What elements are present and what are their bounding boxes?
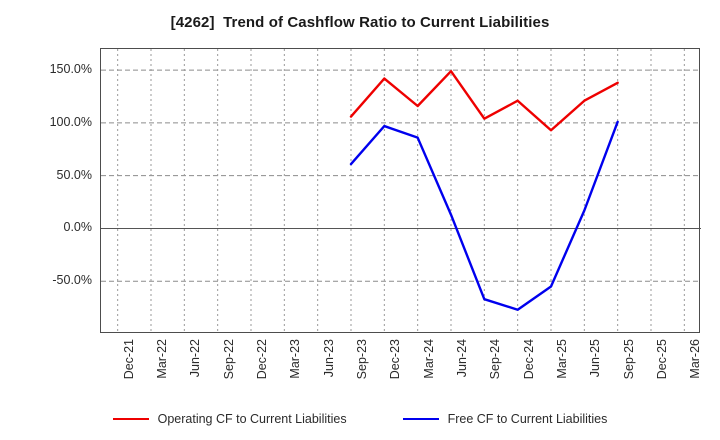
legend-label: Operating CF to Current Liabilities <box>157 412 347 426</box>
chart-legend: Operating CF to Current Liabilities Free … <box>0 404 720 434</box>
legend-entry[interactable]: Free CF to Current Liabilities <box>402 412 608 426</box>
y-tick-label: -50.0% <box>52 273 92 288</box>
y-tick-label: 0.0% <box>63 220 93 235</box>
plot-svg <box>101 49 701 334</box>
legend-line-swatch <box>402 418 439 420</box>
x-tick-label: Mar-25 <box>555 339 569 379</box>
x-tick-label: Sep-23 <box>355 339 369 380</box>
x-tick-label: Sep-22 <box>221 339 236 380</box>
x-tick-label: Dec-25 <box>655 339 669 380</box>
x-tick-label: Sep-25 <box>621 339 636 380</box>
x-tick-label: Dec-23 <box>388 339 403 380</box>
y-tick-label: 50.0% <box>56 167 92 182</box>
x-tick-label: Mar-23 <box>288 339 303 379</box>
x-tick-label: Jun-24 <box>455 339 469 378</box>
x-tick-label: Dec-24 <box>521 339 536 380</box>
x-tick-label: Sep-24 <box>488 339 503 380</box>
horizontal-gridlines <box>101 69 701 282</box>
x-tick-label: Dec-22 <box>255 339 269 380</box>
legend-entry[interactable]: Operating CF to Current Liabilities <box>112 412 347 426</box>
y-tick-label: 150.0% <box>49 62 92 77</box>
x-tick-label: Jun-25 <box>588 339 603 378</box>
x-tick-label: Mar-24 <box>421 339 436 379</box>
y-axis-tick-labels: -50.0% 0.0% 50.0% 100.0% 150.0% <box>0 0 92 440</box>
x-tick-label: Jun-23 <box>321 339 336 378</box>
y-tick-label: 100.0% <box>49 114 92 129</box>
x-tick-label: Mar-22 <box>155 339 169 379</box>
x-tick-label: Mar-26 <box>688 339 703 379</box>
x-tick-label: Jun-22 <box>188 339 203 378</box>
x-tick-label: Dec-21 <box>121 339 136 380</box>
chart-title: [4262] Trend of Cashflow Ratio to Curren… <box>170 14 550 31</box>
data-series-lines <box>349 69 619 311</box>
legend-label: Free CF to Current Liabilities <box>447 412 608 426</box>
legend-line-swatch <box>112 418 149 420</box>
plot-area <box>100 48 701 334</box>
